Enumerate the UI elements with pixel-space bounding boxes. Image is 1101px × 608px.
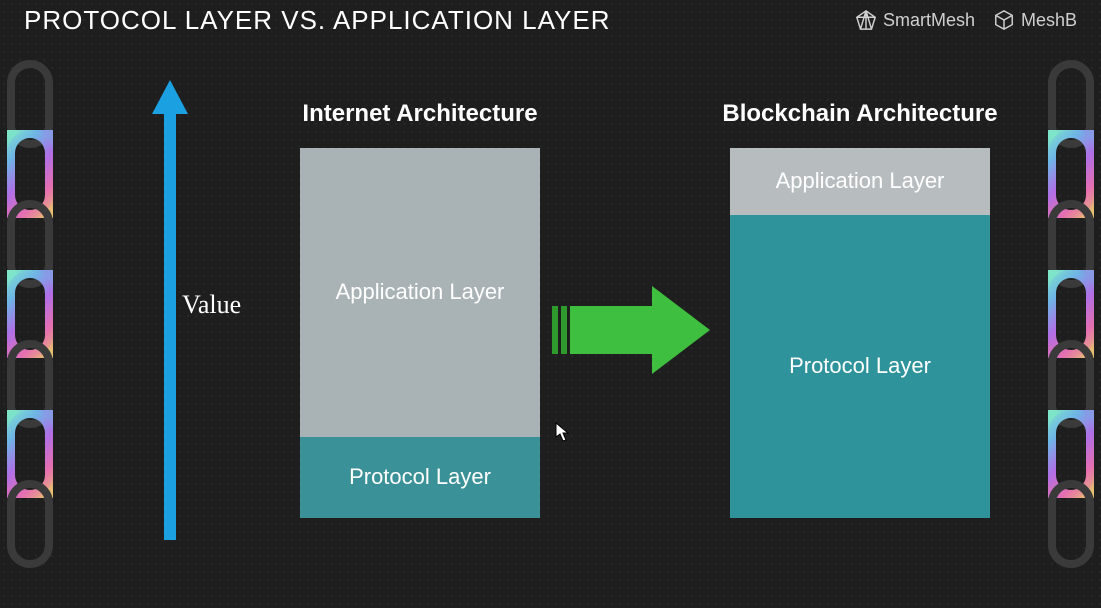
brand-meshbox-label: MeshB — [1021, 10, 1077, 31]
brand-smartmesh: SmartMesh — [855, 9, 975, 31]
value-axis: Value — [120, 80, 210, 540]
meshbox-icon — [993, 9, 1015, 31]
layer-label: Protocol Layer — [349, 464, 491, 490]
smartmesh-icon — [855, 9, 877, 31]
transition-arrow — [552, 280, 712, 385]
brand-row: SmartMesh MeshB — [855, 9, 1077, 31]
chain-link — [7, 480, 53, 568]
header: PROTOCOL LAYER VS. APPLICATION LAYER Sma… — [0, 0, 1101, 40]
value-axis-label: Value — [182, 290, 241, 320]
chain-decor-left — [0, 60, 60, 568]
cursor-icon — [555, 422, 571, 447]
page-title: PROTOCOL LAYER VS. APPLICATION LAYER — [24, 5, 611, 36]
layer-label: Protocol Layer — [789, 353, 931, 379]
arrow-right-icon — [552, 280, 712, 380]
column-blockchain: Blockchain Architecture Application Laye… — [720, 100, 1000, 518]
layer-app-blockchain: Application Layer — [730, 148, 990, 215]
stack-blockchain: Application Layer Protocol Layer — [730, 148, 990, 518]
stack-internet: Application Layer Protocol Layer — [300, 148, 540, 518]
column-internet-title: Internet Architecture — [302, 100, 537, 128]
brand-smartmesh-label: SmartMesh — [883, 10, 975, 31]
layer-label: Application Layer — [336, 279, 505, 305]
brand-meshbox: MeshB — [993, 9, 1077, 31]
layer-proto-internet: Protocol Layer — [300, 437, 540, 518]
column-blockchain-title: Blockchain Architecture — [722, 100, 997, 128]
layer-label: Application Layer — [776, 168, 945, 194]
chain-link — [1048, 480, 1094, 568]
column-internet: Internet Architecture Application Layer … — [290, 100, 550, 518]
layer-app-internet: Application Layer — [300, 148, 540, 437]
layer-proto-blockchain: Protocol Layer — [730, 215, 990, 518]
chain-decor-right — [1041, 60, 1101, 568]
